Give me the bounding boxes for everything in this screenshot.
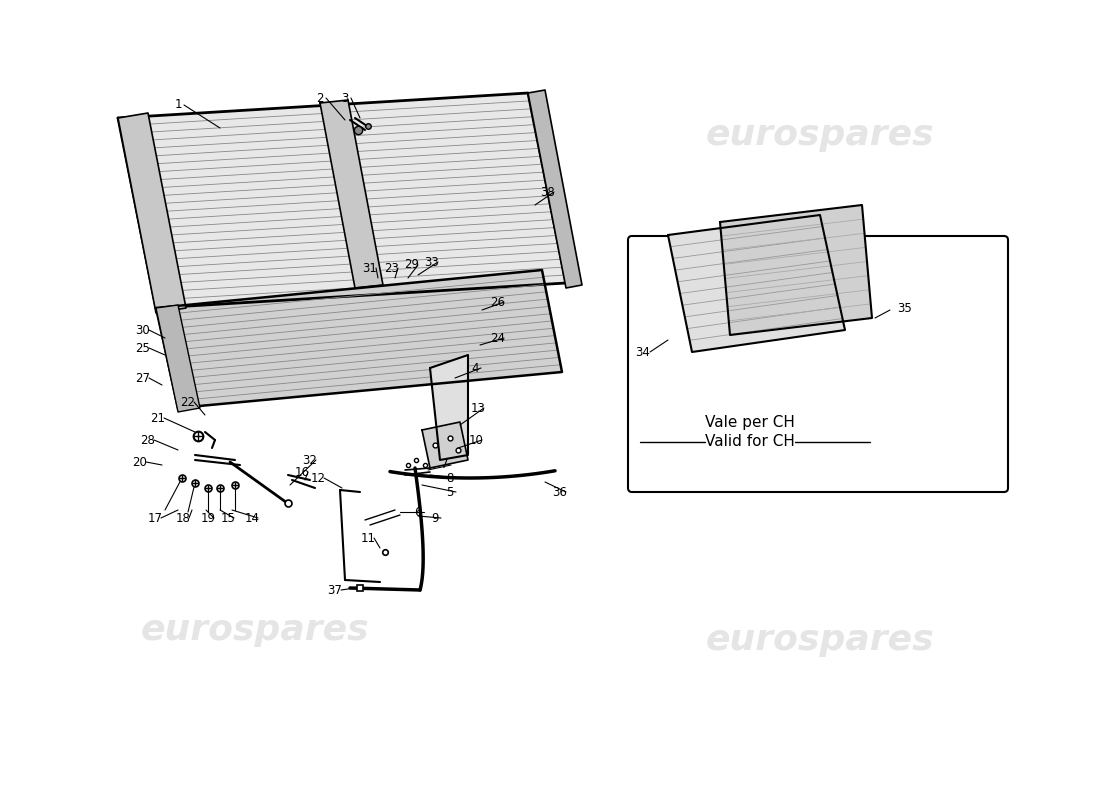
Polygon shape bbox=[156, 305, 200, 412]
Text: 4: 4 bbox=[471, 362, 478, 374]
Text: 30: 30 bbox=[135, 323, 151, 337]
Text: 1: 1 bbox=[174, 98, 182, 111]
Text: 33: 33 bbox=[425, 255, 439, 269]
Text: 26: 26 bbox=[491, 295, 506, 309]
Polygon shape bbox=[118, 113, 186, 313]
Text: 29: 29 bbox=[405, 258, 419, 271]
Text: 32: 32 bbox=[302, 454, 318, 466]
Text: 17: 17 bbox=[147, 511, 163, 525]
Text: 18: 18 bbox=[176, 511, 190, 525]
Text: 3: 3 bbox=[341, 91, 349, 105]
Text: 24: 24 bbox=[491, 331, 506, 345]
FancyArrow shape bbox=[786, 666, 859, 717]
Text: 2: 2 bbox=[317, 91, 323, 105]
Polygon shape bbox=[720, 205, 872, 335]
Text: eurospares: eurospares bbox=[706, 623, 934, 657]
Text: 28: 28 bbox=[141, 434, 155, 446]
Text: 35: 35 bbox=[896, 302, 912, 314]
Polygon shape bbox=[118, 93, 566, 308]
Text: 6: 6 bbox=[415, 506, 421, 518]
Text: 31: 31 bbox=[363, 262, 377, 274]
Text: 37: 37 bbox=[328, 583, 342, 597]
Text: Vale per CH: Vale per CH bbox=[705, 414, 795, 430]
Text: 5: 5 bbox=[447, 486, 453, 498]
Text: 19: 19 bbox=[200, 511, 216, 525]
Polygon shape bbox=[528, 90, 582, 288]
Text: 11: 11 bbox=[361, 531, 375, 545]
Text: 9: 9 bbox=[431, 511, 439, 525]
Text: 12: 12 bbox=[310, 471, 326, 485]
Polygon shape bbox=[430, 355, 468, 460]
Polygon shape bbox=[156, 270, 562, 408]
Text: eurospares: eurospares bbox=[131, 158, 360, 192]
Text: 21: 21 bbox=[151, 411, 165, 425]
Text: 36: 36 bbox=[552, 486, 568, 498]
Text: 20: 20 bbox=[133, 455, 147, 469]
Text: 27: 27 bbox=[135, 371, 151, 385]
Polygon shape bbox=[320, 100, 383, 288]
Text: 22: 22 bbox=[180, 395, 196, 409]
FancyBboxPatch shape bbox=[628, 236, 1008, 492]
Text: 38: 38 bbox=[540, 186, 556, 198]
Text: eurospares: eurospares bbox=[141, 613, 370, 647]
Polygon shape bbox=[668, 215, 845, 352]
Text: 15: 15 bbox=[221, 511, 235, 525]
Text: 14: 14 bbox=[244, 511, 260, 525]
Text: 13: 13 bbox=[471, 402, 485, 414]
Text: Valid for CH: Valid for CH bbox=[705, 434, 795, 450]
Polygon shape bbox=[422, 422, 468, 468]
Text: 34: 34 bbox=[636, 346, 650, 358]
Text: 25: 25 bbox=[135, 342, 151, 354]
Text: 8: 8 bbox=[447, 471, 453, 485]
Text: 16: 16 bbox=[295, 466, 309, 478]
Text: eurospares: eurospares bbox=[706, 118, 934, 152]
Text: 10: 10 bbox=[469, 434, 483, 446]
Text: 7: 7 bbox=[441, 458, 449, 471]
Text: 23: 23 bbox=[385, 262, 399, 274]
